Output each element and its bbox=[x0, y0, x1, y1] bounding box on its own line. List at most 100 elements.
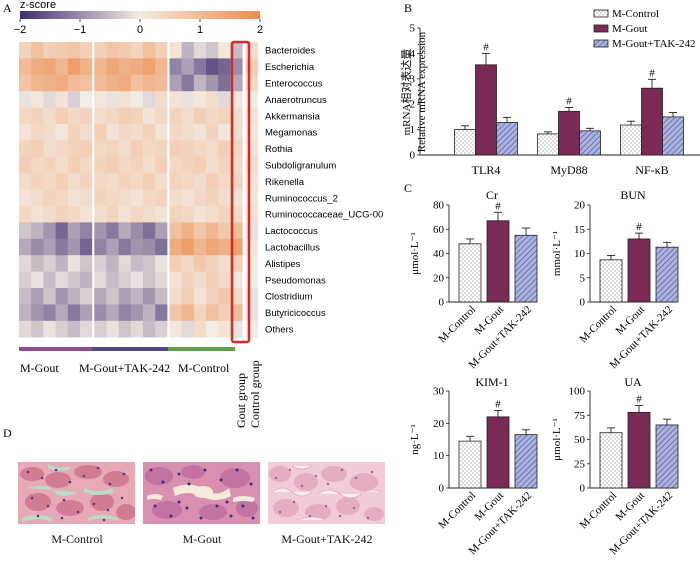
heatmap-cell bbox=[94, 74, 107, 92]
heatmap-cell bbox=[130, 91, 144, 108]
heatmap-cell bbox=[230, 238, 243, 256]
heatmap-cell bbox=[230, 58, 243, 76]
heatmap-cell bbox=[67, 91, 81, 108]
heatmap-cell bbox=[80, 271, 93, 289]
heatmap-cell bbox=[130, 58, 144, 76]
heatmap-cell bbox=[193, 42, 207, 59]
heatmap-cell bbox=[31, 58, 44, 76]
heatmap-group-bar bbox=[92, 347, 168, 351]
heatmap-cell bbox=[230, 189, 243, 207]
heatmap-cell bbox=[245, 107, 259, 125]
heatmap-cell bbox=[130, 320, 144, 338]
heatmap-cell bbox=[106, 255, 119, 272]
heatmap-row-label: Others bbox=[265, 325, 294, 336]
significance-marker: # bbox=[636, 221, 642, 233]
heatmap-cell bbox=[169, 271, 182, 289]
heatmap-cell bbox=[31, 156, 44, 174]
bar-tak bbox=[496, 122, 518, 156]
heatmap-cell bbox=[169, 140, 182, 158]
heatmap-cell bbox=[169, 304, 182, 322]
heatmap-cell bbox=[43, 271, 56, 289]
kim1-chart: 0102030#KIM-1ng·L⁻¹M-ControlM-GoutM-Gout… bbox=[409, 375, 538, 557]
heatmap-cell bbox=[218, 156, 231, 174]
significance-marker: # bbox=[649, 67, 655, 79]
heatmap-cell bbox=[143, 140, 156, 158]
heatmap-cell bbox=[230, 271, 243, 289]
heatmap-cell bbox=[218, 304, 231, 322]
y-axis-label: ng·L⁻¹ bbox=[409, 424, 421, 455]
heatmap-group-label: M-Control bbox=[178, 361, 230, 375]
bar-gout bbox=[486, 416, 510, 489]
heatmap-cell bbox=[143, 189, 156, 207]
heatmap-cell bbox=[55, 189, 69, 207]
legend-label-tak: M-Gout+TAK-242 bbox=[612, 38, 696, 50]
heatmap-cell bbox=[206, 107, 219, 125]
y-tick-label: 10 bbox=[574, 248, 586, 260]
y-axis-label: μmol·L⁻¹ bbox=[409, 232, 421, 275]
heatmap-cell bbox=[130, 288, 144, 305]
heatmap-cell bbox=[67, 304, 81, 322]
heatmap-cell bbox=[43, 124, 56, 141]
heatmap-cell bbox=[80, 156, 93, 174]
heatmap-cell bbox=[80, 222, 93, 240]
bar-control bbox=[454, 129, 476, 156]
heatmap-cell bbox=[67, 124, 81, 141]
heatmap-cell bbox=[169, 58, 182, 76]
y-tick-label: 25 bbox=[574, 458, 586, 470]
heatmap-cell bbox=[169, 42, 182, 59]
heatmap-cell bbox=[67, 288, 81, 305]
heatmap-cell bbox=[67, 107, 81, 125]
y-tick-label: 4 bbox=[410, 48, 416, 60]
heatmap-cell bbox=[206, 271, 219, 289]
significance-marker: # bbox=[495, 398, 501, 410]
heatmap-cell bbox=[245, 320, 259, 338]
heatmap-cell bbox=[67, 173, 81, 190]
heatmap-cell bbox=[19, 42, 32, 59]
heatmap-cell bbox=[169, 320, 182, 338]
heatmap-cell bbox=[181, 222, 195, 240]
heatmap-cell bbox=[31, 74, 44, 92]
heatmap-cell bbox=[206, 238, 219, 256]
y-tick-label: 2 bbox=[410, 99, 416, 111]
heatmap-cell bbox=[67, 255, 81, 272]
chart-title: Cr bbox=[486, 188, 498, 202]
x-category-label: MyD88 bbox=[550, 163, 587, 177]
bar-control bbox=[599, 259, 623, 303]
heatmap-cell bbox=[80, 189, 93, 207]
heatmap-cell bbox=[130, 173, 144, 190]
heatmap-cell bbox=[181, 320, 195, 338]
heatmap-cell bbox=[118, 124, 132, 141]
heatmap-cell bbox=[31, 173, 44, 190]
heatmap-cell bbox=[218, 140, 231, 158]
heatmap-cell bbox=[106, 288, 119, 305]
heatmap-cell bbox=[143, 91, 156, 108]
heatmap-row-label: Lactobacillus bbox=[265, 243, 320, 254]
y-tick-label: 3 bbox=[410, 73, 416, 85]
heatmap-cell bbox=[55, 107, 69, 125]
heatmap-cell bbox=[106, 304, 119, 322]
heatmap-cell bbox=[206, 74, 219, 92]
heatmap-cell bbox=[181, 206, 195, 223]
heatmap-cell bbox=[43, 42, 56, 59]
heatmap-cell bbox=[118, 140, 132, 158]
heatmap-cell bbox=[106, 173, 119, 190]
y-tick-label: 0 bbox=[580, 297, 586, 309]
heatmap-cell bbox=[218, 206, 231, 223]
heatmap-cell bbox=[19, 74, 32, 92]
heatmap-cell bbox=[230, 91, 243, 108]
heatmap-cell bbox=[31, 140, 44, 158]
heatmap-cell bbox=[80, 238, 93, 256]
heatmap-cell bbox=[155, 238, 168, 256]
heatmap-cell bbox=[43, 304, 56, 322]
heatmap-cell bbox=[80, 206, 93, 223]
heatmap-cell bbox=[230, 42, 243, 59]
heatmap-cell bbox=[130, 124, 144, 141]
heatmap-cell bbox=[55, 156, 69, 174]
heatmap-cell bbox=[181, 74, 195, 92]
heatmap-cell bbox=[193, 140, 207, 158]
mrna-chart: 0 1 2 3 4 5 # # # TLR4 MyD88 NF-κB mRNA相对表达量 Relative… bbox=[399, 23, 700, 177]
heatmap-cell bbox=[230, 206, 243, 223]
heatmap-cell bbox=[218, 271, 231, 289]
legend: M-Control M-Gout M-Gout+TAK-242 bbox=[593, 8, 696, 50]
heatmap-cell bbox=[143, 42, 156, 59]
